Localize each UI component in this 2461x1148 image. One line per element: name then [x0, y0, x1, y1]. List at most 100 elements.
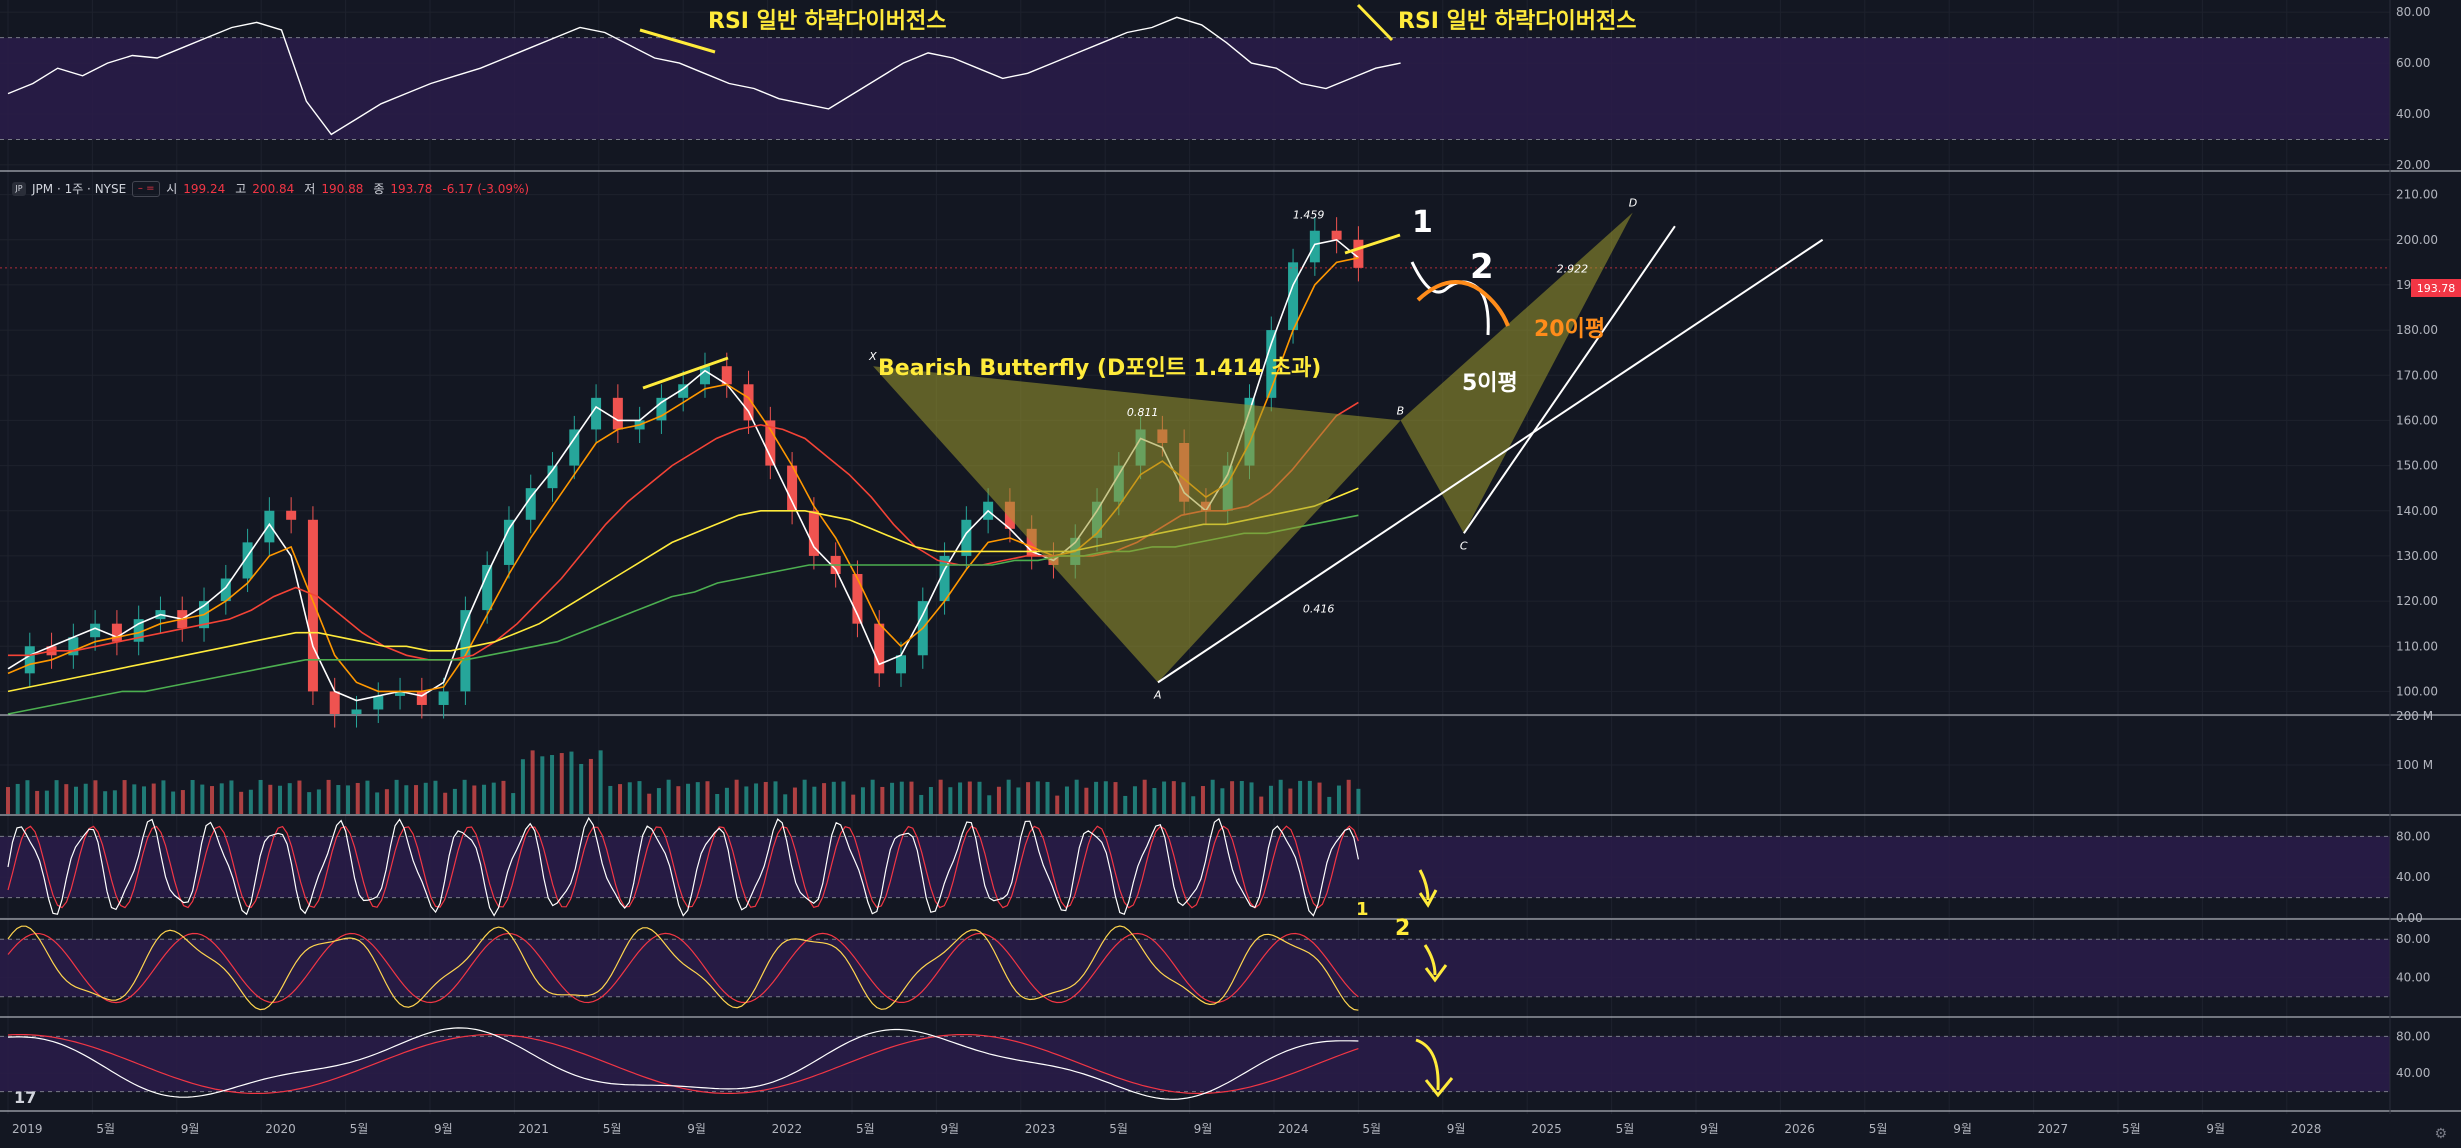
volume-bar: [792, 787, 797, 814]
x-tick-label: 9월: [1447, 1122, 1466, 1136]
volume-bar: [909, 781, 914, 814]
volume-bar: [1191, 796, 1196, 814]
y-tick-label: 80.00: [2396, 829, 2430, 843]
volume-bar: [1200, 786, 1205, 814]
candle-body: [547, 465, 558, 489]
volume-bar: [530, 750, 535, 814]
pattern-point-d: D: [1629, 197, 1637, 210]
volume-bar: [676, 786, 681, 814]
pattern-ratio-label: 0.811: [1127, 406, 1159, 419]
volume-bar: [550, 755, 555, 814]
volume-bar: [384, 789, 389, 814]
volume-bar: [103, 791, 108, 814]
volume-bar: [1074, 779, 1079, 814]
trendline-long: [1157, 238, 1824, 684]
volume-bar: [666, 779, 671, 814]
volume-bar: [958, 782, 963, 814]
candle-body: [460, 610, 471, 692]
candle-body: [612, 397, 623, 430]
volume-bar: [1249, 782, 1254, 814]
volume-bar: [83, 783, 88, 814]
band-fill: [0, 836, 2390, 898]
volume-bar: [316, 789, 321, 814]
volume-panel: [6, 750, 1361, 814]
y-tick-label: 60.00: [2396, 56, 2430, 70]
rsi-divergence-line-left: [639, 28, 716, 54]
volume-bar: [200, 784, 205, 814]
open-label: 시: [166, 182, 178, 196]
rsi-divergence-label-right: RSI 일반 하락다이버전스: [1398, 9, 1636, 34]
volume-bar: [64, 784, 69, 814]
volume-bar: [414, 785, 419, 814]
x-tick-label: 2027: [2038, 1122, 2069, 1136]
high-label: 고: [235, 182, 247, 196]
arrow-down-stoch-slow: [1415, 1038, 1454, 1098]
candle-body: [264, 510, 275, 543]
band-fill: [0, 37, 2390, 140]
price-panel: X A B C D 0.811 0.416 1.459 2.922: [0, 197, 2390, 728]
volume-bar: [919, 794, 924, 814]
rsi-line: [7, 16, 1401, 136]
volume-bar: [715, 794, 720, 814]
handwritten-projection-orange: [1416, 280, 1510, 327]
tradingview-logo-icon[interactable]: 17: [14, 1088, 37, 1107]
y-tick-label: 120.00: [2396, 594, 2438, 608]
candle-body: [373, 695, 384, 710]
x-tick-label: 5월: [603, 1122, 622, 1136]
volume-bar: [1152, 788, 1157, 814]
pattern-ratio-label: 1.459: [1293, 209, 1325, 222]
y-tick-label: 160.00: [2396, 413, 2438, 427]
y-tick-label: 40.00: [2396, 107, 2430, 121]
settings-gear-icon[interactable]: ⚙: [2434, 1126, 2447, 1142]
candle-body: [90, 623, 101, 638]
volume-bar: [1327, 796, 1332, 814]
candle-body: [852, 573, 863, 624]
pattern-bcd-triangle: [1400, 212, 1633, 534]
volume-bar: [880, 786, 885, 814]
volume-bar: [54, 780, 59, 814]
volume-bar: [297, 780, 302, 814]
volume-bar: [1113, 782, 1118, 814]
change-value: -6.17 (-3.09%): [442, 181, 530, 196]
y-tick-label: 40.00: [2396, 1066, 2430, 1080]
volume-bar: [1064, 786, 1069, 814]
x-tick-label: 5월: [1616, 1122, 1635, 1136]
symbol-label[interactable]: JPM · 1주 · NYSE: [32, 182, 127, 196]
candle-body: [743, 384, 754, 421]
handwritten-2: 2: [1470, 247, 1494, 287]
volume-bar: [482, 784, 487, 814]
candle-body: [307, 519, 318, 692]
volume-bar: [501, 780, 506, 814]
x-tick-label: 2028: [2291, 1122, 2322, 1136]
volume-bar: [307, 792, 312, 814]
x-tick-label: 2023: [1025, 1122, 1056, 1136]
low-label: 저: [304, 182, 316, 196]
volume-bar: [822, 783, 827, 814]
volume-bar: [686, 783, 691, 814]
y-tick-label: 170.00: [2396, 368, 2438, 382]
x-tick-label: 2022: [772, 1122, 803, 1136]
y-tick-label: 180.00: [2396, 323, 2438, 337]
close-label: 종: [373, 182, 385, 196]
arrow-down-stoch-mid: [1423, 944, 1448, 983]
candle-body: [351, 709, 362, 714]
candle-body: [1026, 528, 1037, 556]
candle-body: [133, 619, 144, 642]
volume-bar: [161, 780, 166, 814]
open-value: 199.24: [183, 181, 226, 196]
panels: [0, 37, 2461, 1112]
band-fill: [0, 939, 2390, 997]
x-tick-label: 5월: [1362, 1122, 1381, 1136]
candle-body: [1288, 262, 1299, 331]
y-tick-label: 210.00: [2396, 188, 2438, 202]
legend-toggle-button[interactable]: – =: [132, 180, 161, 197]
x-tick-label: 2021: [518, 1122, 549, 1136]
volume-bar: [462, 779, 467, 814]
x-tick-label: 9월: [687, 1122, 706, 1136]
volume-bar: [132, 784, 137, 814]
volume-bar: [1356, 788, 1361, 814]
volume-bar: [967, 781, 972, 814]
volume-bar: [540, 756, 545, 814]
candle-body: [939, 555, 950, 602]
